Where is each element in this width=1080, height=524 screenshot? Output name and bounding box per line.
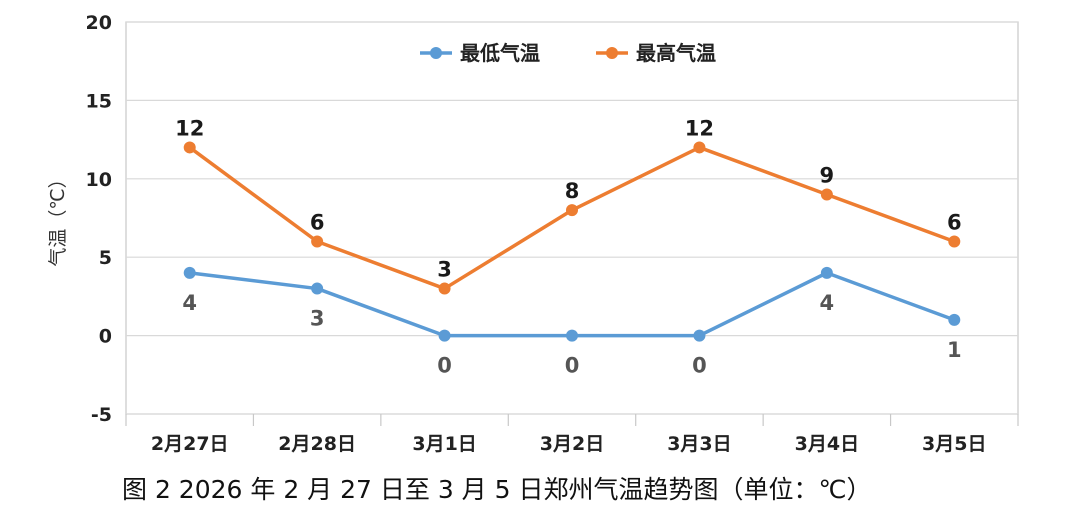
legend-label: 最高气温: [636, 41, 716, 65]
data-point-1: [438, 282, 451, 295]
data-point-1: [566, 204, 578, 217]
figure-caption: 图 2 2026 年 2 月 27 日至 3 月 5 日郑州气温趋势图（单位：℃…: [122, 475, 872, 504]
x-tick-label: 2月28日: [278, 433, 356, 455]
data-label-0: 0: [692, 354, 707, 378]
data-label-1: 3: [437, 258, 452, 282]
data-point-1: [820, 188, 833, 201]
legend-swatch-marker: [606, 47, 618, 59]
data-label-0: 0: [565, 354, 580, 378]
data-point-0: [183, 266, 196, 279]
x-tick-label: 2月27日: [151, 433, 229, 455]
data-point-0: [948, 313, 961, 326]
data-label-0: 4: [182, 291, 197, 315]
data-label-0: 3: [310, 307, 325, 331]
legend-swatch-marker: [430, 47, 442, 59]
y-axis-title: 气温（℃）: [47, 169, 69, 266]
x-tick-label: 3月1日: [412, 433, 476, 455]
data-label-1: 12: [685, 116, 714, 140]
y-tick-label: -5: [91, 404, 112, 426]
data-point-1: [311, 235, 324, 248]
x-tick-label: 3月5日: [922, 433, 986, 455]
data-point-1: [183, 141, 196, 154]
y-tick-label: 15: [86, 90, 112, 112]
data-label-0: 1: [947, 338, 962, 362]
series-line-1: [187, 145, 957, 291]
y-tick-label: 0: [99, 326, 112, 348]
data-point-0: [693, 329, 706, 342]
x-tick-label: 3月2日: [540, 433, 604, 455]
data-label-1: 8: [565, 179, 580, 203]
data-point-0: [820, 266, 833, 279]
data-point-0: [566, 329, 578, 342]
data-label-1: 12: [175, 116, 204, 140]
data-label-1: 6: [947, 211, 962, 235]
series-line-0: [187, 271, 957, 338]
y-tick-label: 10: [86, 169, 112, 191]
legend-label: 最低气温: [460, 41, 540, 65]
data-label-1: 6: [310, 211, 325, 235]
data-point-0: [438, 329, 451, 342]
data-point-1: [693, 141, 706, 154]
data-label-1: 9: [820, 163, 835, 187]
y-tick-label: 5: [99, 247, 112, 269]
data-label-0: 0: [437, 354, 452, 378]
data-label-0: 4: [820, 291, 835, 315]
data-point-1: [948, 235, 961, 248]
y-tick-label: 20: [86, 12, 112, 34]
x-tick-label: 3月3日: [667, 433, 731, 455]
data-point-0: [311, 282, 324, 295]
x-tick-label: 3月4日: [795, 433, 859, 455]
